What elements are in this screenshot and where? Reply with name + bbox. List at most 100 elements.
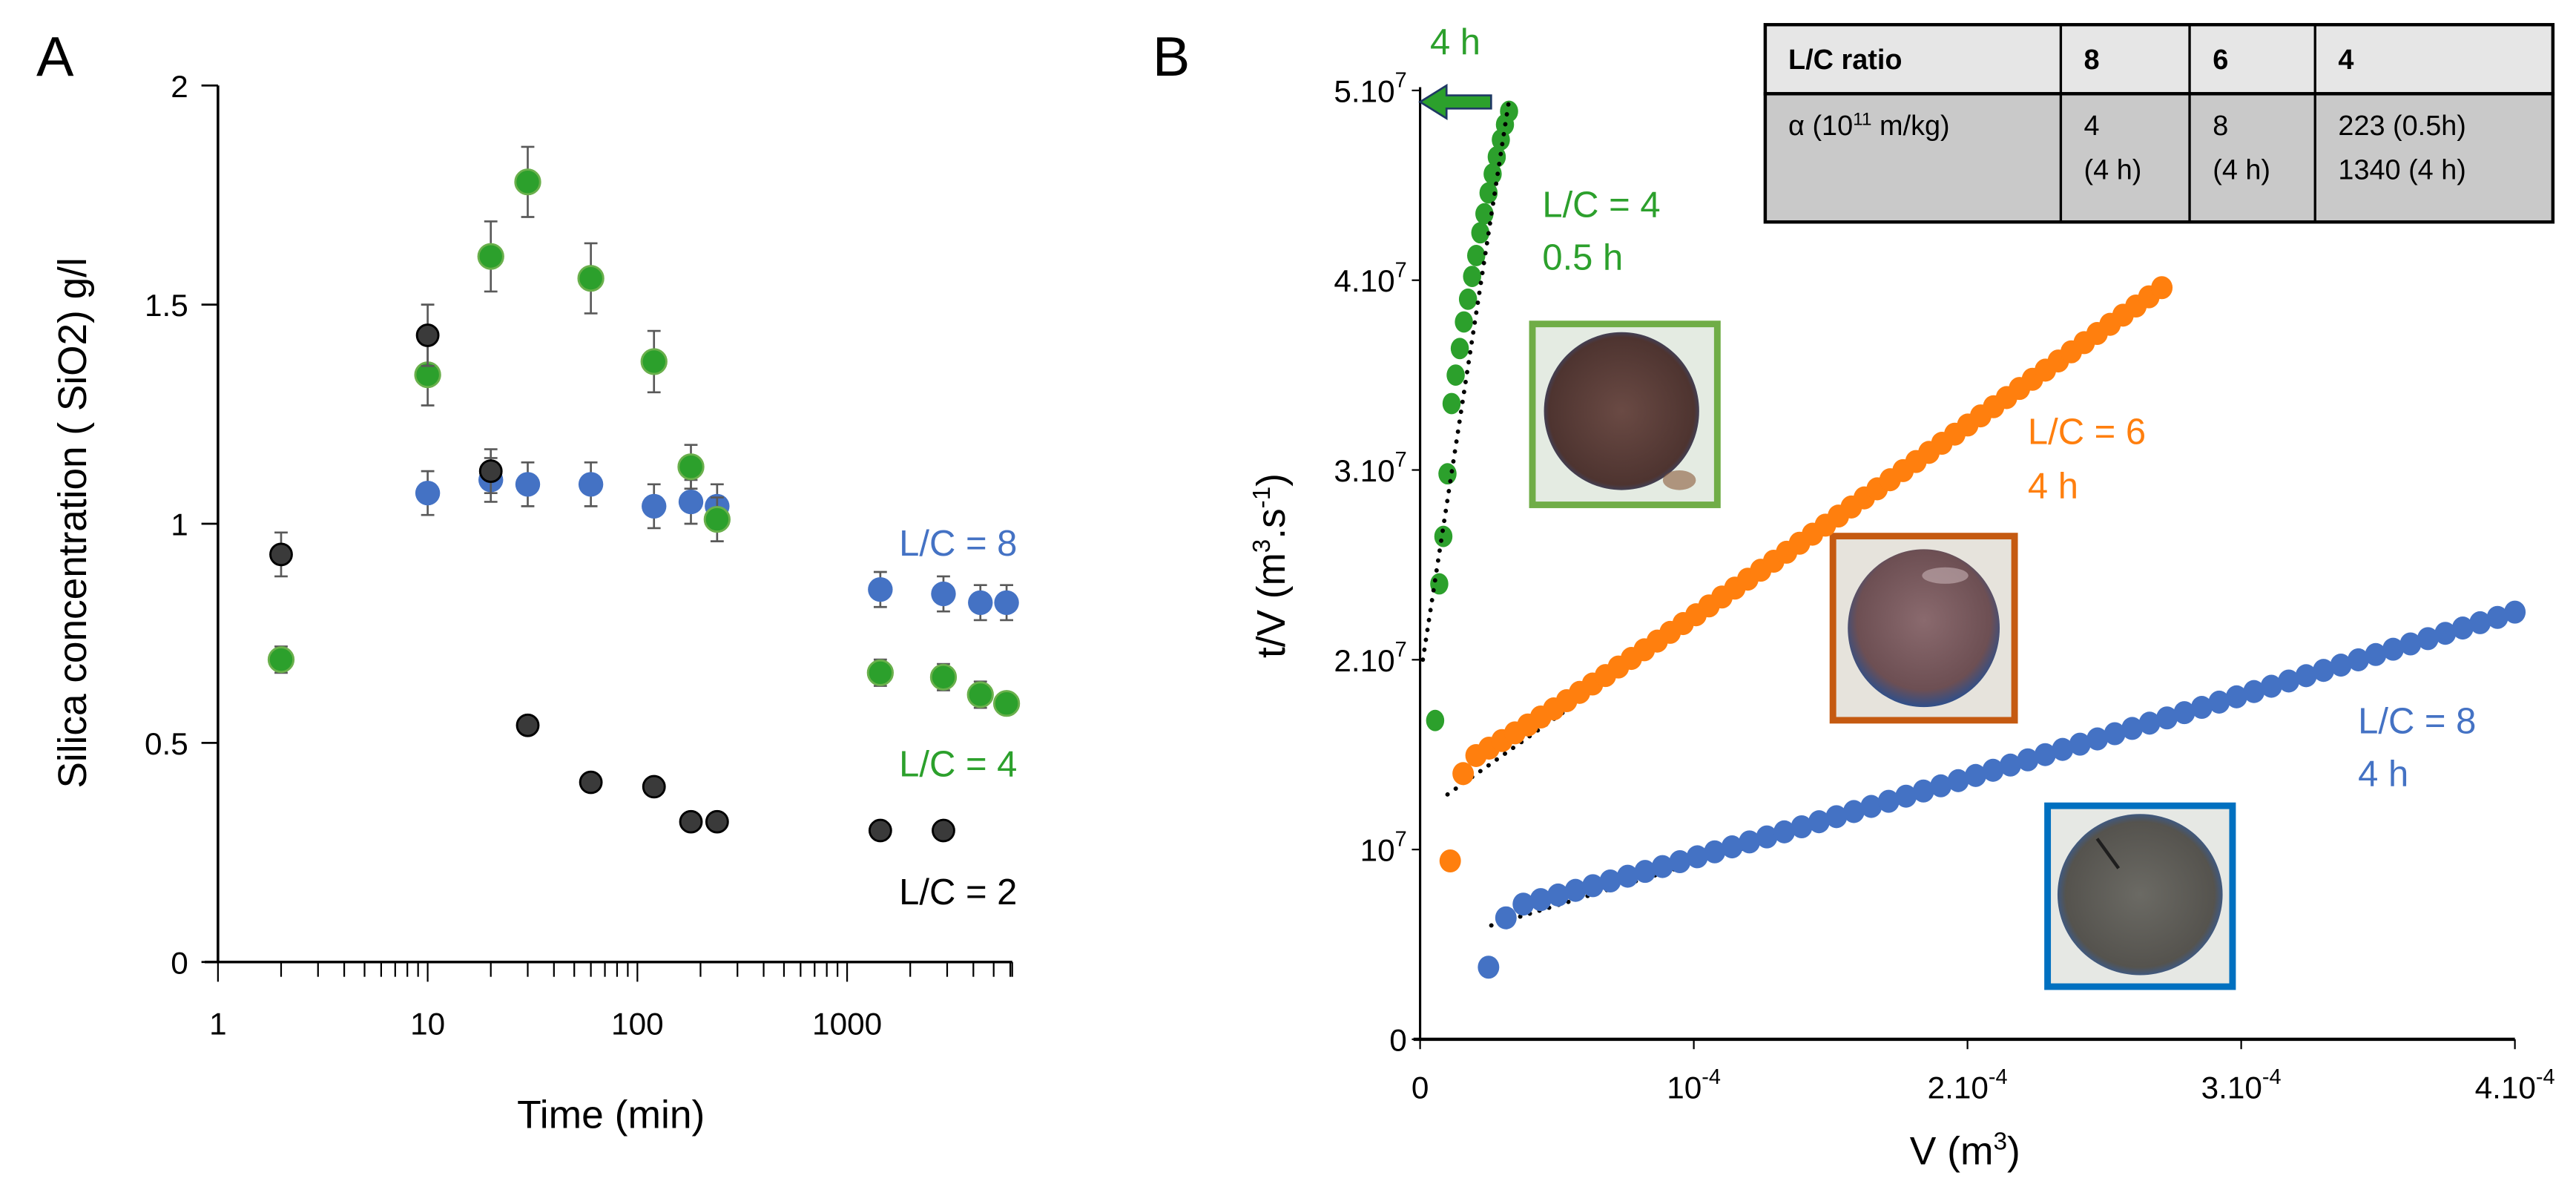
table-cell-8-time: (4 h) bbox=[2084, 155, 2142, 186]
data-point-lc8 bbox=[2313, 659, 2335, 683]
data-point-lc8 bbox=[2260, 674, 2282, 698]
data-point-lc4 bbox=[866, 659, 895, 686]
data-point-lc8 bbox=[2156, 706, 2178, 730]
panel-b-y-tick-label: 107 bbox=[1360, 828, 1407, 868]
data-point-lc4 bbox=[267, 646, 295, 674]
data-point-lc8 bbox=[1912, 779, 1934, 803]
panel-a-y-tick-label: 2 bbox=[171, 69, 188, 104]
panel-b-points bbox=[1420, 97, 2526, 979]
panel-b-x-tick-label: 10-4 bbox=[1667, 1065, 1721, 1105]
data-point-lc4 bbox=[1479, 182, 1498, 204]
panel-b-label-lc4-time: 0.5 h bbox=[1542, 238, 1623, 278]
data-point-lc8 bbox=[1564, 878, 1587, 902]
panel-b-label-lc8-time: 4 h bbox=[2358, 754, 2408, 795]
panel-b-y-tick-label: 4.107 bbox=[1334, 258, 1406, 298]
data-point-lc2 bbox=[269, 542, 293, 567]
data-point-lc4 bbox=[1426, 709, 1445, 731]
data-point-lc8 bbox=[2069, 732, 2091, 756]
panel-b-x-axis-title: V (m3) bbox=[1910, 1128, 2020, 1174]
panel-b-x-tick-label: 0 bbox=[1411, 1070, 1429, 1105]
panel-a-y-axis-title: Silica concentration ( SiO2) g/l bbox=[51, 257, 95, 788]
panel-b-y-tick-label: 2.107 bbox=[1334, 638, 1406, 678]
data-point-lc2 bbox=[679, 809, 703, 834]
table-cell-4-value-4h: 1340 (4 h) bbox=[2338, 155, 2465, 186]
data-point-lc2 bbox=[868, 818, 892, 843]
data-point-lc8 bbox=[2434, 622, 2457, 645]
data-point-lc8 bbox=[2208, 690, 2230, 714]
data-point-lc8 bbox=[2034, 743, 2056, 766]
data-point-lc4 bbox=[577, 265, 605, 292]
panel-b-label-lc6: L/C = 6 bbox=[2028, 412, 2146, 453]
data-point-lc8 bbox=[1999, 753, 2021, 777]
data-point-lc2 bbox=[478, 459, 503, 483]
panel-a-points bbox=[267, 145, 1021, 843]
panel-a-label-lc8: L/C = 8 bbox=[899, 524, 1017, 564]
data-point-lc8 bbox=[1739, 830, 1761, 854]
data-point-lc2 bbox=[579, 770, 603, 795]
data-point-lc6 bbox=[1452, 762, 1475, 786]
data-point-lc2 bbox=[642, 774, 666, 799]
left-arrow-icon bbox=[1418, 83, 1492, 120]
data-point-lc8 bbox=[2382, 637, 2404, 661]
data-point-lc4 bbox=[966, 681, 994, 708]
panel-a-y-tick-label: 1 bbox=[171, 507, 188, 542]
data-point-lc4 bbox=[1458, 288, 1478, 310]
data-point-lc8 bbox=[1791, 815, 1813, 839]
data-point-lc4 bbox=[703, 506, 731, 533]
data-point-lc8 bbox=[1773, 820, 1796, 843]
panel-b-x-tick-label: 4.10-4 bbox=[2475, 1065, 2555, 1105]
data-point-lc8 bbox=[1651, 855, 1673, 878]
data-point-lc2 bbox=[415, 323, 440, 347]
table-header-4: 4 bbox=[2338, 45, 2353, 76]
data-point-lc8 bbox=[1860, 795, 1882, 818]
data-point-lc8 bbox=[2365, 642, 2387, 666]
data-point-lc8 bbox=[2138, 711, 2161, 735]
data-point-lc8 bbox=[1547, 883, 1569, 907]
panel-b-label-lc6-time: 4 h bbox=[2028, 467, 2078, 507]
panel-a-y-tick-label: 1.5 bbox=[145, 288, 188, 323]
data-point-lc4 bbox=[640, 348, 668, 375]
data-point-lc6 bbox=[2151, 276, 2173, 300]
data-point-lc8 bbox=[1634, 860, 1656, 884]
data-point-lc4 bbox=[929, 663, 958, 691]
data-point-lc8 bbox=[1512, 892, 1535, 916]
data-point-lc8 bbox=[1495, 906, 1517, 930]
data-point-lc8 bbox=[1808, 810, 1830, 834]
data-point-lc8 bbox=[2278, 669, 2300, 693]
data-point-lc8 bbox=[2121, 717, 2144, 740]
table-header-6: 6 bbox=[2213, 45, 2228, 76]
data-point-lc8 bbox=[1982, 758, 2004, 782]
panel-b-letter: B bbox=[1153, 26, 1190, 88]
data-point-lc4 bbox=[1442, 392, 1461, 415]
panel-a-label-lc4: L/C = 4 bbox=[899, 744, 1017, 784]
data-point-lc8 bbox=[1721, 835, 1743, 859]
panel-a-x-tick-label: 1000 bbox=[812, 1006, 882, 1041]
data-point-lc8 bbox=[1965, 763, 1987, 787]
data-point-lc8 bbox=[515, 472, 541, 497]
data-point-lc8 bbox=[2243, 680, 2265, 703]
data-point-lc8 bbox=[578, 472, 604, 497]
data-point-lc4 bbox=[1500, 100, 1518, 122]
data-point-lc8 bbox=[2417, 627, 2439, 651]
data-point-lc8 bbox=[1877, 789, 1900, 813]
data-point-lc4 bbox=[1446, 364, 1465, 387]
data-point-lc8 bbox=[2017, 748, 2039, 772]
panel-b-label-lc4: L/C = 4 bbox=[1542, 185, 1660, 226]
data-point-lc8 bbox=[2225, 685, 2247, 708]
panel-a-x-tick-label: 1 bbox=[209, 1006, 227, 1041]
table-header-8: 8 bbox=[2084, 45, 2100, 76]
panel-b-y-tick-label: 3.107 bbox=[1334, 448, 1406, 488]
data-point-lc8 bbox=[2190, 696, 2213, 720]
table-row-label: α (1011 m/kg) bbox=[1788, 110, 1950, 142]
panel-b-label-4h-arrow: 4 h bbox=[1430, 22, 1480, 62]
fit-line-lc4 bbox=[1420, 97, 1512, 662]
data-point-lc2 bbox=[515, 713, 540, 737]
data-point-lc8 bbox=[2086, 727, 2109, 751]
alpha-table: L/C ratio 8 6 4 α (1011 m/kg) 4 (4 h) 8 … bbox=[1763, 23, 2555, 224]
data-point-lc4 bbox=[477, 243, 504, 270]
data-point-lc8 bbox=[868, 576, 893, 602]
panel-a-x-axis-title: Time (min) bbox=[517, 1093, 705, 1137]
data-point-lc8 bbox=[1529, 888, 1552, 912]
data-point-lc4 bbox=[1434, 525, 1453, 547]
data-point-lc8 bbox=[2173, 701, 2195, 725]
